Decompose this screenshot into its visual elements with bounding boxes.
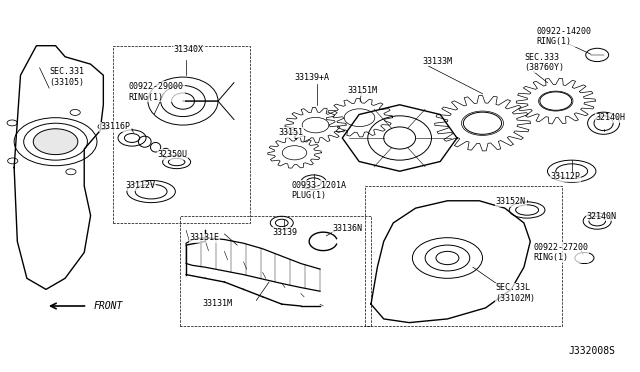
Text: 33116P: 33116P (100, 122, 130, 131)
Text: 33151: 33151 (278, 128, 303, 137)
Text: SEC.331
(33105): SEC.331 (33105) (49, 67, 84, 87)
Text: SEC.333
(38760Y): SEC.333 (38760Y) (524, 52, 564, 72)
Text: 32350U: 32350U (157, 150, 188, 159)
Text: 33131M: 33131M (202, 299, 232, 308)
Text: 00922-27200
RING(1): 00922-27200 RING(1) (534, 243, 588, 262)
Text: 33131E: 33131E (189, 233, 220, 242)
Text: 00922-29000
RING(1): 00922-29000 RING(1) (129, 82, 184, 102)
Text: 00922-14200
RING(1): 00922-14200 RING(1) (537, 27, 591, 46)
Text: 32140N: 32140N (586, 212, 616, 221)
Text: 33152N: 33152N (496, 197, 526, 206)
Text: 33133M: 33133M (422, 57, 452, 66)
Text: 00933-1201A
PLUG(1): 00933-1201A PLUG(1) (291, 181, 346, 200)
Text: FRONT: FRONT (94, 301, 123, 311)
Text: 33151M: 33151M (348, 86, 378, 95)
Circle shape (33, 129, 78, 155)
Text: SEC.33L
(33102M): SEC.33L (33102M) (495, 283, 535, 303)
Text: 33136N: 33136N (333, 224, 363, 233)
Text: 31340X: 31340X (173, 45, 204, 54)
Text: 33139: 33139 (272, 228, 297, 237)
Text: 33139+A: 33139+A (294, 73, 330, 81)
Text: J332008S: J332008S (568, 346, 616, 356)
Text: 33112P: 33112P (550, 172, 580, 181)
Text: 33112V: 33112V (125, 182, 156, 190)
Text: 32140H: 32140H (595, 113, 625, 122)
